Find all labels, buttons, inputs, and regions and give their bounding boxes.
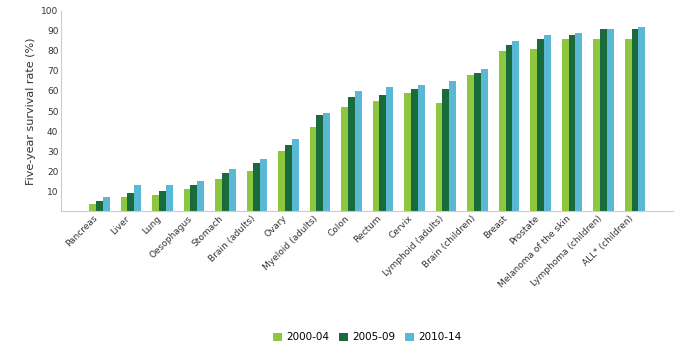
Bar — [292, 139, 299, 211]
Bar — [215, 179, 222, 211]
Bar — [530, 49, 537, 211]
Bar — [467, 75, 474, 211]
Bar — [316, 115, 324, 211]
Bar — [625, 39, 632, 211]
Bar — [309, 127, 316, 211]
Bar — [152, 195, 159, 211]
Bar — [404, 93, 411, 211]
Bar — [254, 163, 260, 211]
Bar — [229, 169, 236, 211]
Bar — [505, 45, 513, 211]
Bar — [568, 35, 575, 211]
Bar — [222, 173, 229, 211]
Bar — [127, 193, 135, 211]
Bar — [600, 29, 607, 211]
Bar — [260, 159, 267, 211]
Y-axis label: Five-year survival rate (%): Five-year survival rate (%) — [26, 37, 35, 185]
Bar — [436, 103, 443, 211]
Bar — [418, 85, 425, 211]
Bar — [324, 113, 330, 211]
Bar — [190, 185, 197, 211]
Bar — [89, 204, 96, 211]
Bar — [197, 181, 204, 211]
Bar — [544, 35, 551, 211]
Bar — [96, 201, 103, 211]
Bar — [411, 89, 418, 211]
Bar — [575, 33, 582, 211]
Bar — [166, 185, 173, 211]
Bar — [449, 81, 456, 211]
Bar — [443, 89, 449, 211]
Bar — [593, 39, 600, 211]
Bar — [285, 145, 292, 211]
Bar — [103, 197, 109, 211]
Bar — [348, 97, 355, 211]
Bar — [278, 151, 285, 211]
Bar — [498, 51, 505, 211]
Bar — [355, 91, 362, 211]
Bar — [481, 69, 488, 211]
Bar — [184, 189, 190, 211]
Bar — [379, 95, 386, 211]
Bar — [120, 197, 127, 211]
Bar — [247, 171, 254, 211]
Bar — [639, 27, 645, 211]
Bar — [159, 191, 166, 211]
Bar — [135, 185, 141, 211]
Bar — [607, 29, 614, 211]
Bar — [373, 101, 379, 211]
Legend: 2000-04, 2005-09, 2010-14: 2000-04, 2005-09, 2010-14 — [273, 332, 461, 343]
Bar — [474, 73, 481, 211]
Bar — [341, 107, 348, 211]
Bar — [632, 29, 639, 211]
Bar — [537, 39, 544, 211]
Bar — [513, 41, 520, 211]
Bar — [386, 87, 393, 211]
Bar — [562, 39, 568, 211]
